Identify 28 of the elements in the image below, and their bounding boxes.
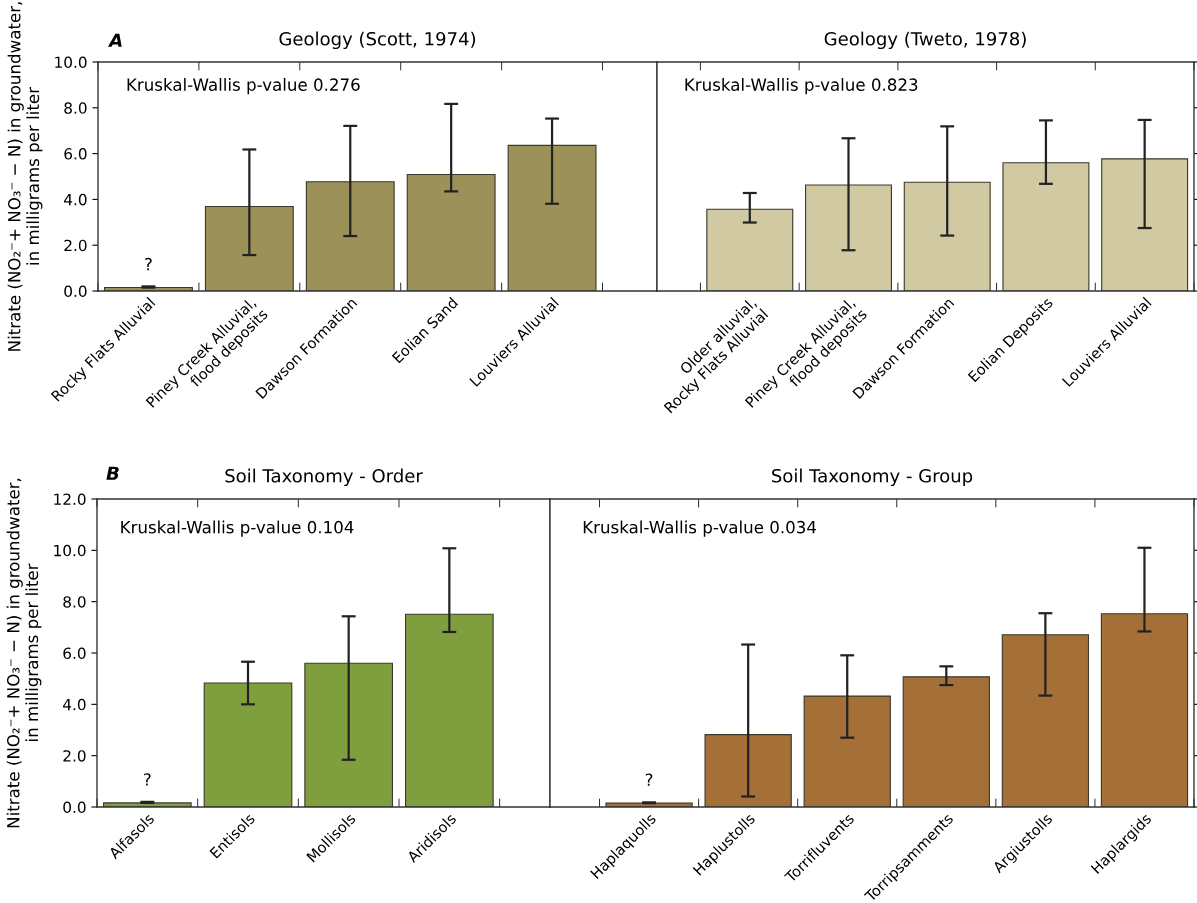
y-tick-label: 12.0 bbox=[54, 493, 86, 506]
y-tick-label: 2.0 bbox=[64, 239, 87, 252]
y-tick-label: 2.0 bbox=[63, 750, 86, 762]
annotation: Kruskal-Wallis p-value 0.104 bbox=[121, 520, 354, 537]
y-tick-label: 4.0 bbox=[63, 698, 86, 711]
y-tick-label: 8.0 bbox=[63, 596, 86, 608]
annotation: ? bbox=[645, 773, 653, 786]
y-axis-title: Nitrate (NO₂⁻+ NO₃⁻ − N) in groundwater, in milligrams per liter bbox=[6, 478, 42, 828]
y-tick-label: 4.0 bbox=[64, 193, 87, 206]
chart-title: Geology (Scott, 1974) bbox=[279, 31, 476, 50]
annotation: Kruskal-Wallis p-value 0.823 bbox=[685, 78, 918, 95]
text: B bbox=[106, 466, 119, 480]
y-tick-label: 10.0 bbox=[54, 544, 86, 557]
chart-title: Geology (Tweto, 1978) bbox=[824, 31, 1026, 50]
chart-title: Soil Taxonomy - Order bbox=[225, 468, 423, 487]
y-tick-label: 6.0 bbox=[64, 148, 87, 160]
y-axis-title: Nitrate (NO₂⁻+ NO₃⁻ − N) in groundwater, in milligrams per liter bbox=[7, 2, 43, 351]
annotation: Kruskal-Wallis p-value 0.276 bbox=[127, 78, 360, 95]
y-tick-label: 0.0 bbox=[63, 801, 86, 814]
text: A bbox=[108, 33, 122, 47]
y-tick-label: 8.0 bbox=[64, 102, 87, 114]
annotation: ? bbox=[144, 773, 151, 786]
y-tick-label: 0.0 bbox=[64, 285, 87, 298]
chart-title: Soil Taxonomy - Group bbox=[772, 468, 973, 487]
y-tick-label: 10.0 bbox=[55, 56, 87, 69]
annotation: Kruskal-Wallis p-value 0.034 bbox=[583, 520, 817, 537]
annotation: ? bbox=[145, 257, 152, 271]
y-tick-label: 6.0 bbox=[63, 647, 86, 660]
